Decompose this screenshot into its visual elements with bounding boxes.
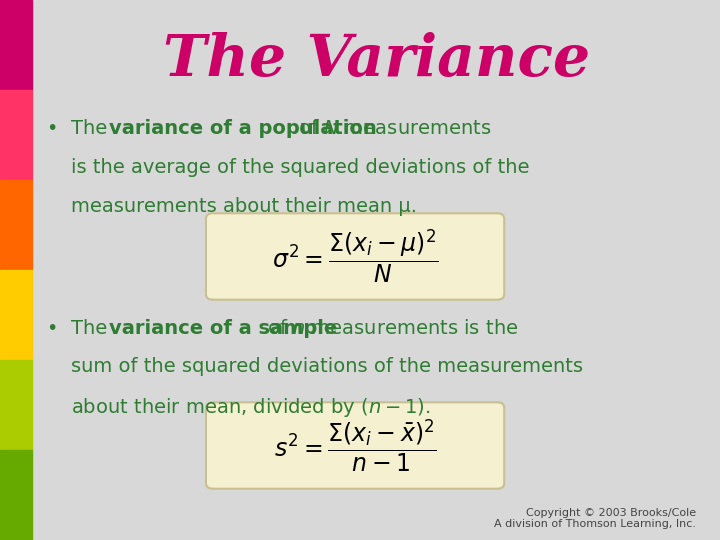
- Text: about their mean, divided by $(n - 1)$.: about their mean, divided by $(n - 1)$.: [71, 396, 431, 420]
- Bar: [0, 450, 32, 540]
- Text: of $N$ measurements: of $N$ measurements: [292, 119, 492, 138]
- Text: The: The: [71, 119, 114, 138]
- Text: is the average of the squared deviations of the: is the average of the squared deviations…: [71, 158, 529, 177]
- Text: measurements about their mean μ.: measurements about their mean μ.: [71, 197, 417, 215]
- Text: The: The: [71, 319, 114, 338]
- Text: Copyright © 2003 Brooks/Cole
A division of Thomson Learning, Inc.: Copyright © 2003 Brooks/Cole A division …: [494, 508, 696, 529]
- Bar: [0, 270, 32, 360]
- Text: sum of the squared deviations of the measurements: sum of the squared deviations of the mea…: [71, 357, 583, 376]
- FancyBboxPatch shape: [206, 213, 504, 300]
- Bar: [0, 180, 32, 270]
- Text: $s^2 = \dfrac{\Sigma(x_i - \bar{x})^2}{n-1}$: $s^2 = \dfrac{\Sigma(x_i - \bar{x})^2}{n…: [274, 417, 436, 474]
- Text: The Variance: The Variance: [163, 32, 590, 89]
- Text: •: •: [46, 119, 58, 138]
- Text: variance of a population: variance of a population: [109, 119, 377, 138]
- Text: $\sigma^2 = \dfrac{\Sigma(x_i - \mu)^2}{N}$: $\sigma^2 = \dfrac{\Sigma(x_i - \mu)^2}{…: [272, 228, 438, 285]
- FancyBboxPatch shape: [206, 402, 504, 489]
- Text: •: •: [46, 319, 58, 338]
- Bar: [0, 360, 32, 450]
- Text: variance of a sample: variance of a sample: [109, 319, 337, 338]
- Bar: [0, 0, 32, 90]
- Text: of $n$ measurements is the: of $n$ measurements is the: [261, 319, 518, 338]
- Bar: [0, 90, 32, 180]
